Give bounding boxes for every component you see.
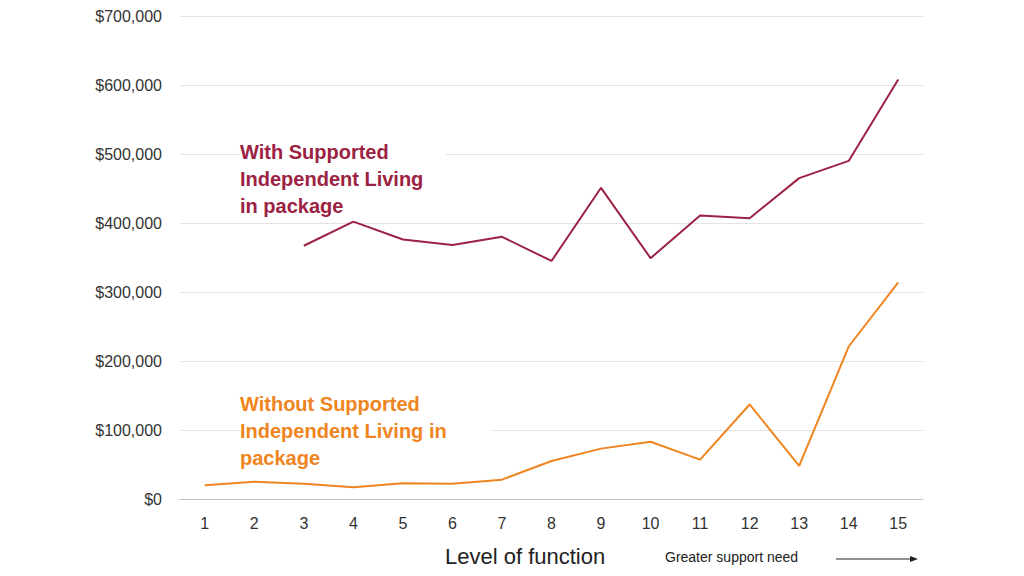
svg-text:$100,000: $100,000 xyxy=(95,422,162,439)
svg-text:2: 2 xyxy=(250,515,259,532)
svg-text:Independent Living in: Independent Living in xyxy=(240,420,452,442)
svg-text:$600,000: $600,000 xyxy=(95,77,162,94)
svg-text:11: 11 xyxy=(692,515,709,532)
svg-text:5: 5 xyxy=(398,515,407,532)
svg-text:3: 3 xyxy=(299,515,308,532)
svg-text:15: 15 xyxy=(889,515,907,532)
svg-text:7: 7 xyxy=(498,515,507,532)
svg-text:Without Supported: Without Supported xyxy=(240,393,425,415)
svg-text:13: 13 xyxy=(790,515,808,532)
svg-text:9: 9 xyxy=(597,515,606,532)
svg-text:4: 4 xyxy=(349,515,358,532)
svg-text:$300,000: $300,000 xyxy=(95,284,162,301)
svg-text:$200,000: $200,000 xyxy=(95,353,162,370)
svg-text:Independent Living: Independent Living xyxy=(240,168,429,190)
svg-text:$500,000: $500,000 xyxy=(95,146,162,163)
svg-text:package: package xyxy=(240,447,320,469)
svg-text:Greater support need: Greater support need xyxy=(665,549,798,565)
svg-text:1: 1 xyxy=(200,515,209,532)
svg-text:10: 10 xyxy=(642,515,660,532)
svg-text:in package: in package xyxy=(240,195,343,217)
svg-text:Level of function: Level of function xyxy=(445,544,605,569)
svg-text:6: 6 xyxy=(448,515,457,532)
svg-text:$400,000: $400,000 xyxy=(95,215,162,232)
svg-text:With Supported: With Supported xyxy=(240,141,394,163)
svg-text:8: 8 xyxy=(547,515,556,532)
svg-text:12: 12 xyxy=(741,515,759,532)
svg-text:$700,000: $700,000 xyxy=(95,8,162,25)
svg-text:$0: $0 xyxy=(144,491,162,508)
svg-text:14: 14 xyxy=(840,515,858,532)
